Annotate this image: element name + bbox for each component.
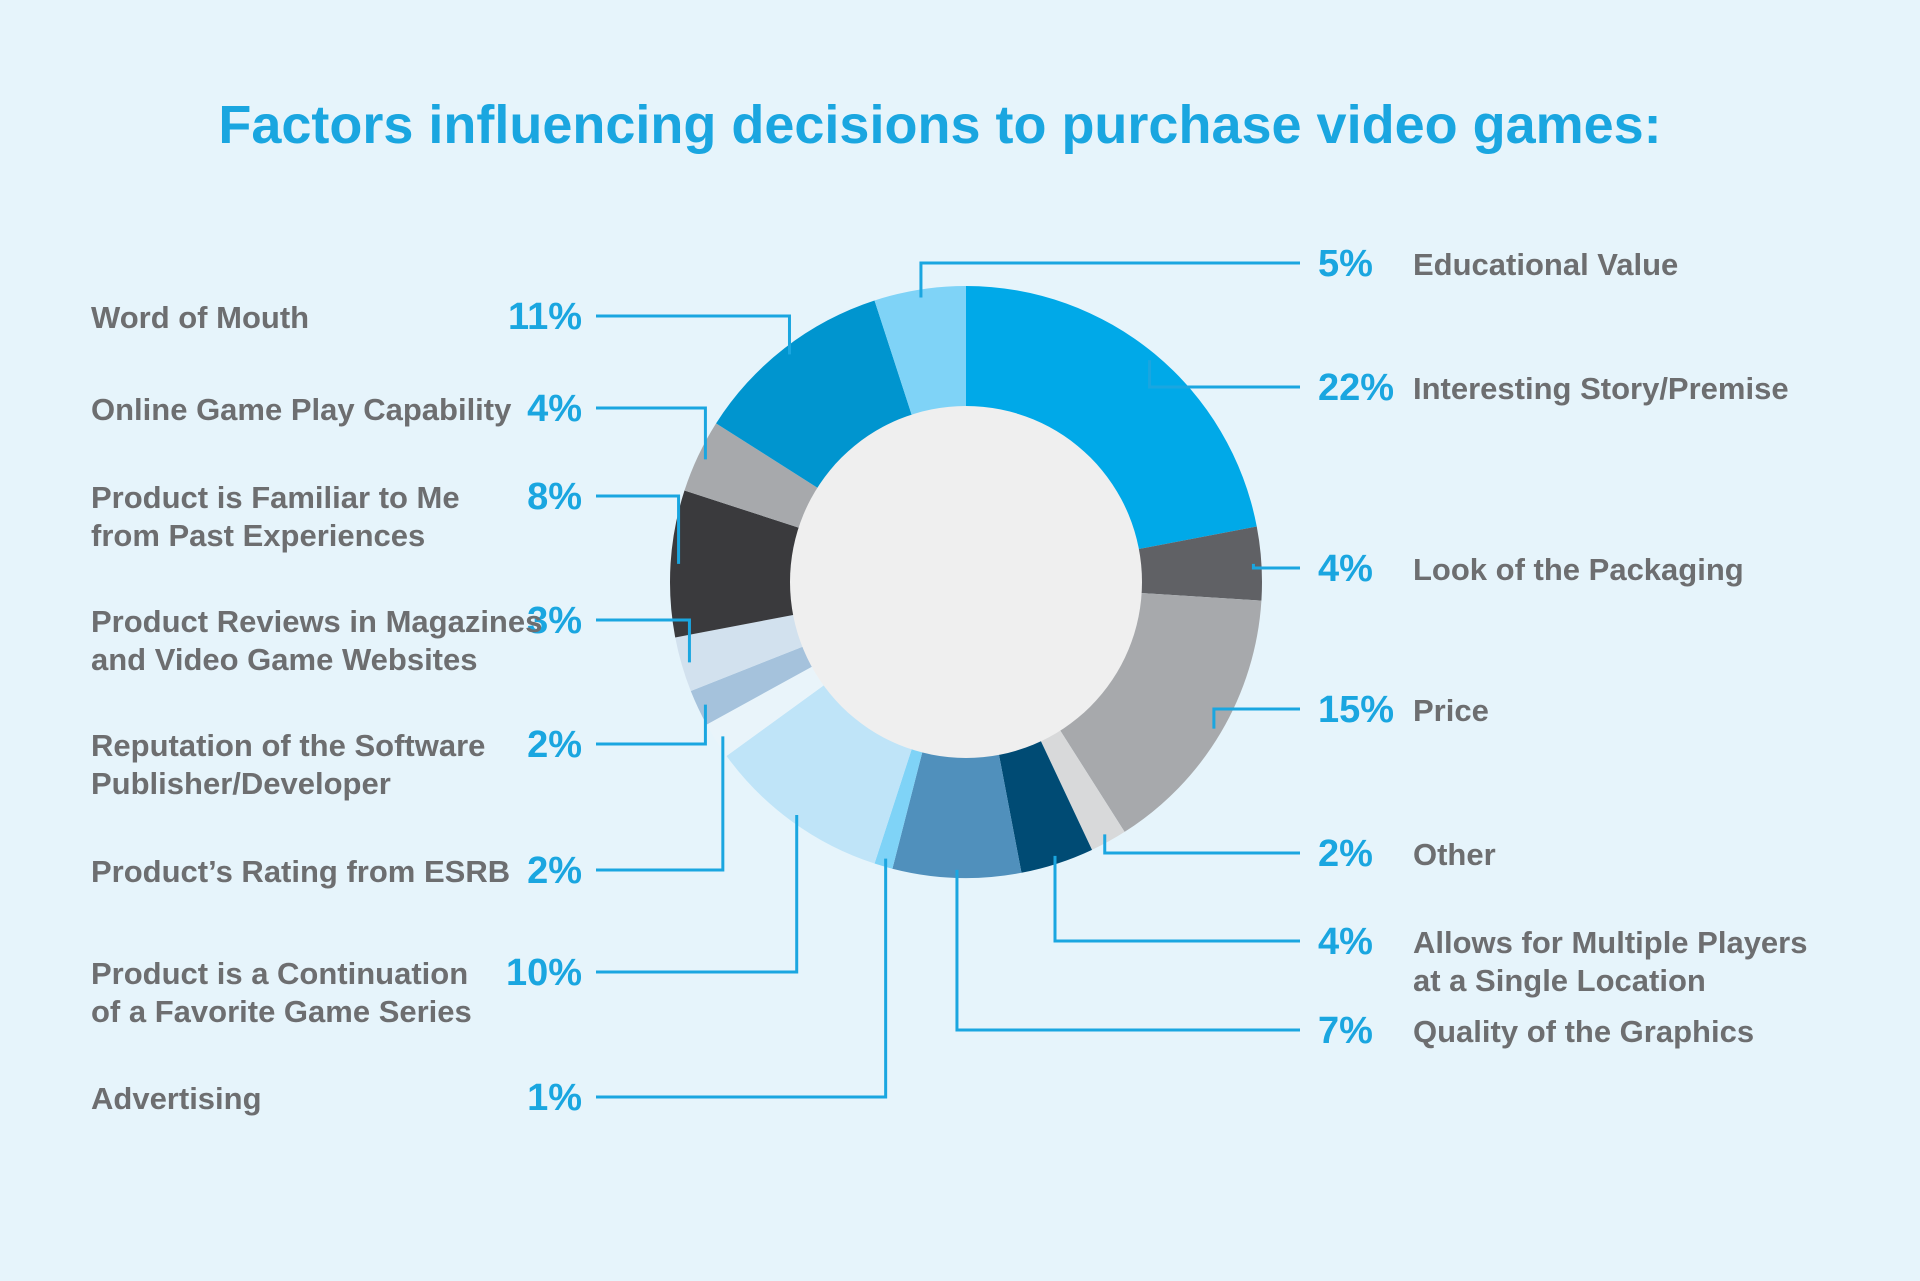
- leader-online-game-play-capability: [596, 406, 707, 460]
- slice-online-game-play-capability: [684, 423, 821, 529]
- legend-label-allows-for-multiple-players-at-a-single-location: Allows for Multiple Players: [1413, 925, 1807, 960]
- leader-quality-of-the-graphics: [955, 869, 1300, 1032]
- leader-advertising: [596, 858, 888, 1099]
- leader-look-of-the-packaging: [1251, 563, 1300, 570]
- legend-label-product-reviews-in-magazines-and-video-game-websites: and Video Game Websites: [91, 642, 478, 677]
- leader-product-reviews-in-magazines-and-video-game-websites: [596, 618, 691, 663]
- slice-allows-for-multiple-players-at-a-single-location: [998, 737, 1093, 873]
- slice-educational-value: [874, 286, 966, 419]
- pct-label-allows-for-multiple-players-at-a-single-location: 4%: [1318, 921, 1373, 963]
- slice-interesting-story-premise: [966, 286, 1257, 550]
- legend-label-product-is-a-continuation-of-a-favorite-game-series: of a Favorite Game Series: [91, 994, 472, 1029]
- legend-label-product-is-familiar-to-me-from-past-experiences: Product is Familiar to Me: [91, 480, 460, 515]
- pct-label-price: 15%: [1318, 689, 1394, 731]
- leader-product-is-a-continuation-of-a-favorite-game-series: [596, 814, 799, 974]
- leader-reputation-of-the-software-publisher-developer: [596, 704, 707, 746]
- legend-label-online-game-play-capability: Online Game Play Capability: [91, 392, 512, 427]
- leader-allows-for-multiple-players-at-a-single-location: [1053, 855, 1300, 943]
- legend-label-allows-for-multiple-players-at-a-single-location: at a Single Location: [1413, 963, 1706, 998]
- pct-label-online-game-play-capability: 4%: [527, 388, 582, 430]
- pct-label-educational-value: 5%: [1318, 243, 1373, 285]
- legend-label-quality-of-the-graphics: Quality of the Graphics: [1413, 1014, 1754, 1049]
- pct-label-look-of-the-packaging: 4%: [1318, 548, 1373, 590]
- legend-label-reputation-of-the-software-publisher-developer: Reputation of the Software: [91, 728, 485, 763]
- leader-product-s-rating-from-esrb: [596, 736, 725, 872]
- slice-product-is-familiar-to-me-from-past-experiences: [670, 490, 803, 638]
- donut-slices: [670, 286, 1263, 878]
- slice-quality-of-the-graphics: [892, 748, 1022, 878]
- slice-advertising: [874, 745, 924, 869]
- legend-label-product-reviews-in-magazines-and-video-game-websites: Product Reviews in Magazines: [91, 604, 542, 639]
- legend-label-product-is-a-continuation-of-a-favorite-game-series: Product is a Continuation: [91, 956, 468, 991]
- slice-price: [1058, 592, 1262, 832]
- chart-title: Factors influencing decisions to purchas…: [218, 95, 1661, 155]
- pct-label-other: 2%: [1318, 833, 1373, 875]
- leader-lines: [596, 261, 1300, 1099]
- slice-product-is-a-continuation-of-a-favorite-game-series: [726, 683, 913, 864]
- pct-label-product-is-a-continuation-of-a-favorite-game-series: 10%: [506, 952, 582, 994]
- legend-label-advertising: Advertising: [91, 1081, 262, 1116]
- slice-other: [1039, 727, 1125, 850]
- pct-label-word-of-mouth: 11%: [508, 296, 582, 338]
- pct-label-reputation-of-the-software-publisher-developer: 2%: [527, 724, 582, 766]
- pct-label-advertising: 1%: [527, 1077, 582, 1119]
- donut-hole: [790, 406, 1142, 758]
- leader-word-of-mouth: [596, 314, 791, 355]
- legend-label-look-of-the-packaging: Look of the Packaging: [1413, 552, 1744, 587]
- slice-product-s-rating-from-esrb: [706, 664, 827, 756]
- pct-label-product-reviews-in-magazines-and-video-game-websites: 3%: [527, 600, 582, 642]
- slice-reputation-of-the-software-publisher-developer: [690, 645, 816, 725]
- legend-label-price: Price: [1413, 693, 1489, 728]
- leader-interesting-story-premise: [1148, 360, 1300, 389]
- legend-label-product-s-rating-from-esrb: Product’s Rating from ESRB: [91, 854, 510, 889]
- legend-label-product-is-familiar-to-me-from-past-experiences: from Past Experiences: [91, 518, 425, 553]
- pct-label-product-s-rating-from-esrb: 2%: [527, 850, 582, 892]
- slice-product-reviews-in-magazines-and-video-game-websites: [675, 614, 807, 691]
- legend-label-word-of-mouth: Word of Mouth: [91, 300, 309, 335]
- leader-product-is-familiar-to-me-from-past-experiences: [596, 494, 681, 564]
- pct-label-product-is-familiar-to-me-from-past-experiences: 8%: [527, 476, 582, 518]
- legend-label-other: Other: [1413, 837, 1496, 872]
- slice-look-of-the-packaging: [1134, 526, 1263, 601]
- leader-educational-value: [919, 261, 1300, 298]
- legend-label-interesting-story-premise: Interesting Story/Premise: [1413, 371, 1789, 406]
- leader-price: [1212, 707, 1300, 729]
- legend-labels: 11% Word of Mouth 4% Online Game Play Capab…: [91, 243, 1807, 1119]
- leader-other: [1103, 834, 1300, 855]
- legend-label-educational-value: Educational Value: [1413, 247, 1678, 282]
- pct-label-interesting-story-premise: 22%: [1318, 367, 1394, 409]
- legend-label-reputation-of-the-software-publisher-developer: Publisher/Developer: [91, 766, 391, 801]
- pct-label-quality-of-the-graphics: 7%: [1318, 1010, 1373, 1052]
